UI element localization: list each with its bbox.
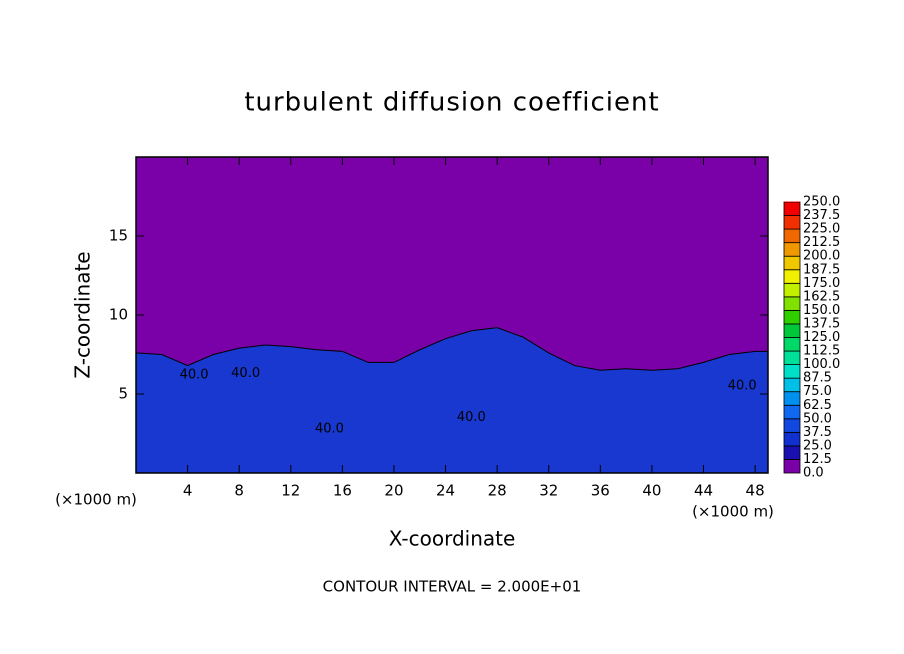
colorbar-swatch [783, 391, 801, 406]
colorbar-swatch [783, 282, 801, 298]
colorbar-label: 25.0 [803, 438, 832, 453]
colorbar-top-swatch [784, 201, 800, 202]
colorbar-label: 187.5 [803, 262, 840, 277]
colorbar-swatch [783, 215, 801, 230]
x-tick-label: 20 [384, 482, 403, 500]
y-tick-label: 5 [118, 385, 128, 403]
colorbar-swatch [783, 364, 801, 379]
colorbar-label: 75.0 [803, 384, 832, 399]
colorbar-swatch [783, 269, 801, 284]
colorbar-label: 250.0 [803, 195, 840, 210]
turbulent-field [135, 327, 769, 474]
colorbar-label: 87.5 [803, 371, 832, 386]
footer-note: CONTOUR INTERVAL = 2.000E+01 [323, 578, 582, 596]
colorbar-label: 225.0 [803, 222, 840, 237]
colorbar-swatch [783, 323, 801, 338]
x-unit-label: (×1000 m) [55, 491, 137, 509]
colorbar-label: 237.5 [803, 208, 840, 223]
colorbar-swatch [783, 201, 801, 216]
x-tick-label: 44 [694, 482, 713, 500]
contour-label: 40.0 [231, 366, 260, 381]
x-tick-label: 40 [642, 482, 661, 500]
colorbar-label: 212.5 [803, 235, 840, 250]
y-tick-label: 10 [109, 306, 128, 324]
x-tick-label: 8 [234, 482, 244, 500]
x-tick-label: 4 [183, 482, 193, 500]
colorbar-label: 112.5 [803, 344, 840, 359]
contour-label: 40.0 [180, 368, 209, 383]
colorbar-swatch [783, 309, 801, 325]
x-tick-label: 32 [539, 482, 558, 500]
colorbar-label: 162.5 [803, 289, 840, 304]
x-tick-label: 48 [746, 482, 765, 500]
colorbar-swatch [783, 377, 801, 393]
y-axis-label: Z-coordinate [71, 251, 95, 378]
colorbar-swatch [783, 296, 801, 311]
colorbar-label: 100.0 [803, 357, 840, 372]
x-unit-label: (×1000 m) [692, 503, 774, 521]
contour-label: 40.0 [728, 379, 757, 394]
x-tick-label: 12 [281, 482, 300, 500]
colorbar-swatch [783, 242, 801, 257]
colorbar-swatch [783, 431, 801, 447]
colorbar-swatch [783, 337, 801, 352]
x-tick-label: 24 [436, 482, 455, 500]
x-tick-label: 36 [591, 482, 610, 500]
x-tick-label: 16 [333, 482, 352, 500]
colorbar-label: 150.0 [803, 303, 840, 318]
colorbar-label: 200.0 [803, 249, 840, 264]
colorbar-label: 137.5 [803, 316, 840, 331]
contour-label: 40.0 [457, 410, 486, 425]
colorbar-swatch [783, 255, 801, 271]
x-axis-label: X-coordinate [389, 527, 516, 551]
colorbar-swatch [783, 228, 801, 244]
colorbar-label: 50.0 [803, 411, 832, 426]
colorbar-swatch [783, 459, 801, 474]
chart-title: turbulent diffusion coefficient [244, 88, 659, 118]
x-tick-label: 28 [488, 482, 507, 500]
colorbar-swatch [783, 350, 801, 365]
contour-label: 40.0 [315, 421, 344, 436]
colorbar-label: 12.5 [803, 452, 832, 467]
y-tick-label: 15 [109, 227, 128, 245]
colorbar-label: 62.5 [803, 398, 832, 413]
colorbar-label: 125.0 [803, 330, 840, 345]
colorbar-swatch [783, 404, 801, 420]
colorbar-label: 175.0 [803, 276, 840, 291]
colorbar-label: 37.5 [803, 425, 832, 440]
colorbar-label: 0.0 [803, 466, 824, 481]
colorbar-swatch [783, 445, 801, 460]
colorbar-swatch [783, 418, 801, 433]
